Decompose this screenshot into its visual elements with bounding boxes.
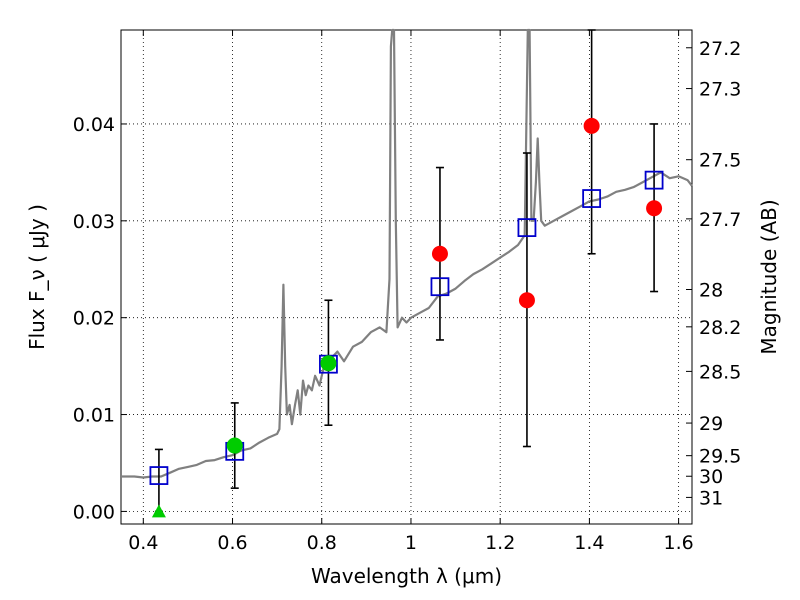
magnitude-tick-label: 31 [699,487,723,509]
model-layer [121,28,693,479]
x-axis-label: Wavelength λ (μm) [311,564,502,588]
model-photometry-square [582,189,602,208]
magnitude-tick-label: 30 [699,466,723,488]
tick-layer: 0.4 0.6 0.8 1 1.2 1.4 1.6 0.00 0.01 0.02 0.03 0.04 2… [73,30,741,554]
plot-frame [120,29,693,525]
magnitude-tick-label: 27.7 [699,209,741,231]
magnitude-tick-label: 28.2 [699,317,741,339]
observed-flux-point [320,355,337,372]
y2-axis-label: Magnitude (AB) [757,199,781,354]
model-photometry-square [149,466,169,485]
y-axis-label: Flux F_ν ( μJy ) [25,204,49,350]
model-photometry-square [517,218,537,238]
y-tick-label: 0.00 [73,501,115,523]
x-tick-label: 0.6 [217,532,247,554]
x-tick-label: 0.4 [128,532,158,554]
x-tick-label: 1.2 [485,532,515,554]
model-photometry-square [430,277,450,297]
observed-flux-point [646,200,663,217]
y-tick-label: 0.01 [73,405,115,427]
marker-layer [149,117,664,518]
observed-flux-point [226,437,243,454]
x-tick-label: 0.8 [307,532,337,554]
magnitude-tick-label: 29 [699,413,723,435]
magnitude-tick-label: 27.3 [699,79,741,101]
observed-flux-point [431,245,448,262]
y-tick-label: 0.02 [73,308,115,330]
y-tick-label: 0.03 [73,211,115,233]
observed-flux-point [583,117,600,134]
observed-flux-point [518,292,535,309]
magnitude-tick-label: 27.2 [699,38,741,60]
model-photometry-square [644,170,664,190]
x-tick-label: 1.4 [574,532,604,554]
magnitude-tick-label: 28 [699,279,723,301]
grid-layer [121,30,692,524]
x-tick-label: 1 [405,532,417,554]
x-tick-label: 1.6 [664,532,694,554]
upper-limit-triangle [151,504,166,518]
magnitude-tick-label: 27.5 [699,150,741,172]
y-tick-label: 0.04 [73,114,115,136]
magnitude-tick-label: 28.5 [699,361,741,383]
magnitude-tick-label: 29.5 [699,446,741,468]
model-sed-line [121,28,693,479]
